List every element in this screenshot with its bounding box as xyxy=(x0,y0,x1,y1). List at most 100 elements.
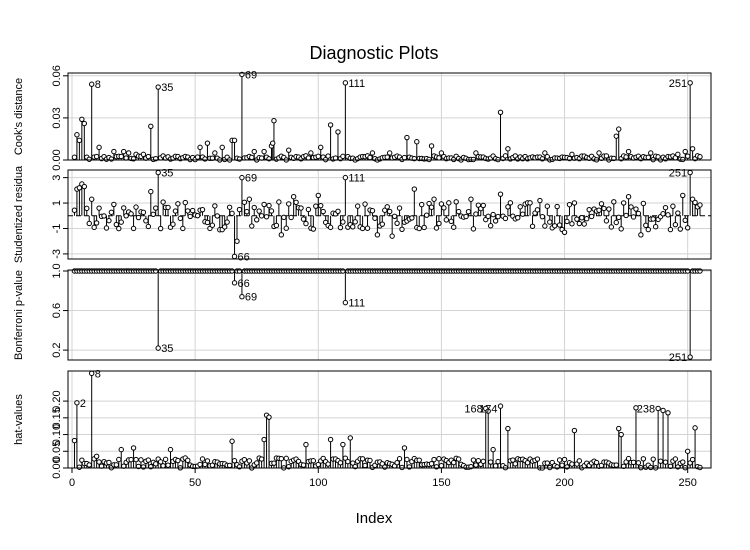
y-axis-label-hat: hat-values xyxy=(13,394,25,445)
point-student xyxy=(438,201,445,207)
point-student xyxy=(103,225,110,231)
point-student xyxy=(241,199,248,205)
point-hat xyxy=(325,461,331,467)
y-tick-label: 0.05 xyxy=(51,441,63,462)
point-cooks xyxy=(140,151,147,158)
point-cooks xyxy=(569,151,575,158)
point-bonferroni xyxy=(684,268,691,274)
point-hat xyxy=(404,456,410,463)
point-student xyxy=(697,202,703,208)
point-student xyxy=(692,199,698,206)
point-label-bonferroni: 35 xyxy=(161,343,173,355)
point-hat xyxy=(128,456,134,463)
point-hat xyxy=(630,459,637,466)
point-student xyxy=(451,224,457,230)
point-student xyxy=(495,213,501,220)
point-student xyxy=(547,219,553,225)
y-tick-label: -3 xyxy=(51,249,63,259)
point-hat xyxy=(680,459,686,465)
point-student xyxy=(419,201,425,208)
point-student xyxy=(455,208,462,215)
point-student xyxy=(490,211,496,218)
point-student xyxy=(542,223,548,229)
point-student xyxy=(448,218,454,225)
point-student xyxy=(350,224,356,230)
point-cooks xyxy=(625,148,632,155)
point-label-student: 111 xyxy=(348,173,365,185)
point-cooks xyxy=(648,150,654,156)
point-hat xyxy=(315,461,321,468)
point-hat xyxy=(512,461,518,467)
point-student xyxy=(584,216,590,222)
panel-bonferroni: 35 66 69 111 251 0.2 0.6 1.0 Bonferroni p-value xyxy=(13,263,712,364)
point-hat xyxy=(672,456,679,462)
point-hat xyxy=(490,446,496,453)
point-student xyxy=(76,185,83,191)
point-hat xyxy=(470,457,477,463)
x-tick-label: 0 xyxy=(69,477,75,489)
point-hat xyxy=(657,458,664,464)
point-label-bonferroni: 66 xyxy=(238,278,250,290)
point-hat xyxy=(261,436,267,443)
point-label-hat: 2 xyxy=(80,398,86,410)
point-student xyxy=(278,232,285,238)
point-cooks xyxy=(81,120,88,127)
point-student xyxy=(214,213,221,219)
point-cooks xyxy=(596,150,602,156)
panel-cooks: 8 35 69 111 251 0.00 0.03 0.06 Cook's distance xyxy=(13,65,712,171)
point-student xyxy=(359,225,366,232)
y-tick-label: 0.03 xyxy=(51,107,63,128)
point-hat xyxy=(130,445,137,451)
point-cooks xyxy=(125,150,132,156)
point-cooks xyxy=(436,155,442,161)
point-student xyxy=(246,196,253,202)
point-student xyxy=(470,226,477,232)
point-cooks xyxy=(249,154,255,161)
point-student xyxy=(258,213,265,219)
point-student xyxy=(502,215,509,222)
point-hat xyxy=(350,460,356,466)
point-student xyxy=(623,212,629,219)
point-label-student: 251 xyxy=(669,168,687,180)
point-hat xyxy=(337,460,344,466)
point-hat xyxy=(118,446,124,453)
point-label-bonferroni: 251 xyxy=(669,352,687,364)
point-hat xyxy=(157,459,164,465)
point-cooks xyxy=(689,146,696,152)
point-label-student: 69 xyxy=(245,173,257,185)
point-student xyxy=(428,204,435,210)
point-student xyxy=(601,205,607,212)
point-student xyxy=(566,201,573,208)
point-student xyxy=(86,220,92,227)
panel-frame-hat xyxy=(67,370,712,469)
point-cooks xyxy=(148,123,154,130)
point-bonferroni xyxy=(697,268,703,274)
point-hat xyxy=(616,425,622,432)
point-student xyxy=(364,225,371,231)
point-hat xyxy=(113,462,120,468)
point-student xyxy=(463,213,469,220)
y-tick-label: -1 xyxy=(51,224,63,234)
point-hat xyxy=(620,463,627,470)
point-cooks xyxy=(680,156,686,163)
point-student xyxy=(569,221,575,227)
point-student xyxy=(574,216,580,222)
point-student xyxy=(620,200,627,206)
point-student xyxy=(251,204,257,211)
point-student xyxy=(416,225,422,232)
point-hat xyxy=(258,456,265,462)
point-hat xyxy=(359,456,366,462)
point-student xyxy=(318,202,324,209)
point-student xyxy=(81,183,88,190)
point-student xyxy=(121,205,127,211)
point-student xyxy=(539,213,546,220)
point-hat xyxy=(229,438,235,444)
y-tick-label: 0.00 xyxy=(51,149,63,170)
point-hat xyxy=(396,456,403,462)
point-student xyxy=(396,205,403,211)
point-label-cooks: 8 xyxy=(95,79,101,91)
point-student xyxy=(625,194,632,200)
point-hat xyxy=(167,446,174,453)
point-hat xyxy=(485,408,491,414)
point-hat xyxy=(475,458,482,464)
